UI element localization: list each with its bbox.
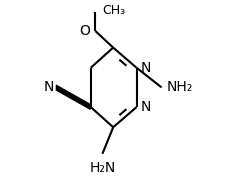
Text: CH₃: CH₃ bbox=[102, 4, 125, 17]
Text: H₂N: H₂N bbox=[89, 161, 115, 175]
Text: N: N bbox=[140, 100, 150, 114]
Text: N: N bbox=[140, 61, 150, 75]
Text: O: O bbox=[79, 24, 90, 38]
Text: NH₂: NH₂ bbox=[166, 80, 192, 94]
Text: N: N bbox=[43, 80, 54, 94]
